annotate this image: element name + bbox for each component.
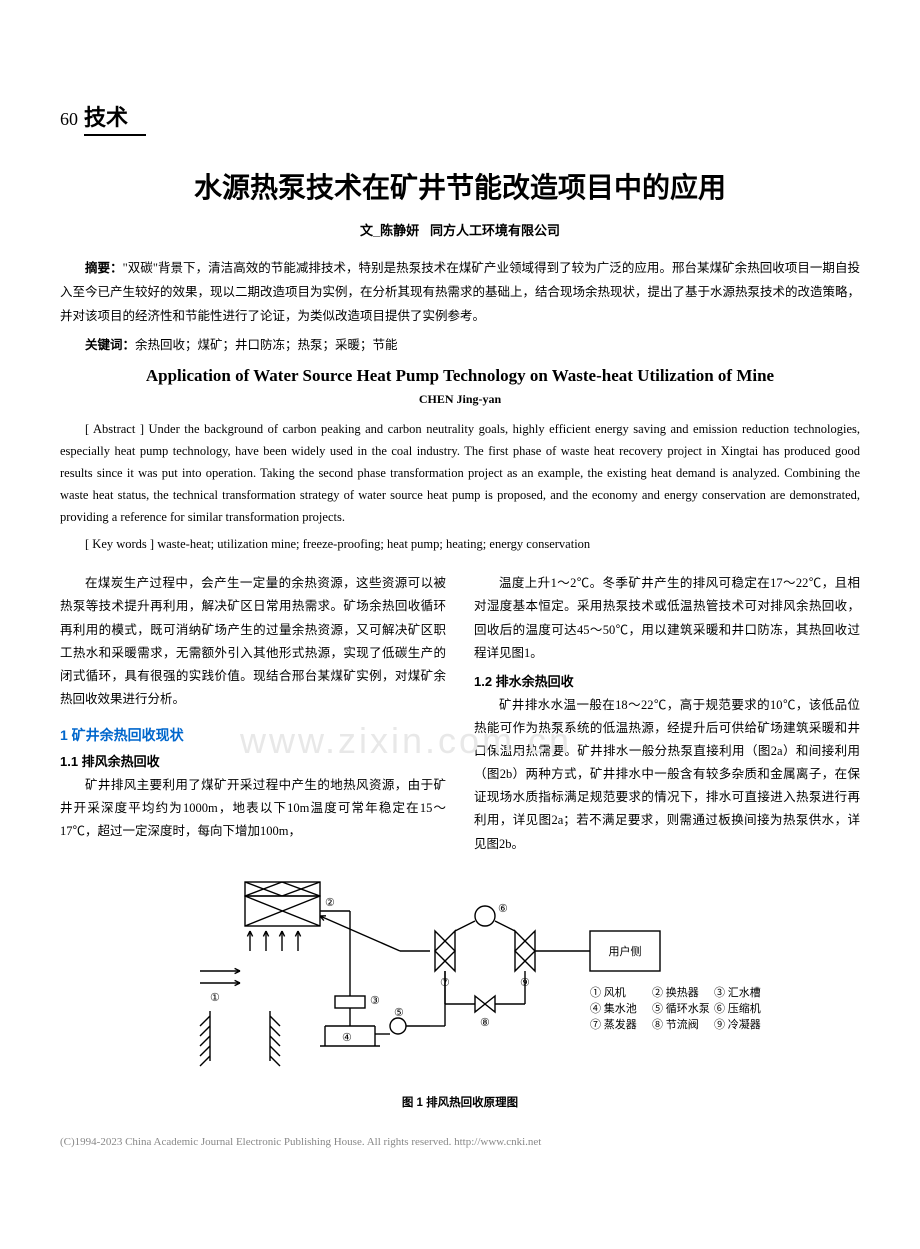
page-header: 60 技术 [60, 100, 860, 136]
svg-text:⑨ 冷凝器: ⑨ 冷凝器 [714, 1017, 761, 1031]
keywords-chinese: 关键词：余热回收；煤矿；井口防冻；热泵；采暖；节能 [60, 334, 860, 358]
keywords-english: [ Key words ] waste-heat; utilization mi… [60, 534, 860, 556]
figure-1-caption: 图 1 排风热回收原理图 [60, 1094, 860, 1110]
svg-text:⑥ 压缩机: ⑥ 压缩机 [714, 1001, 761, 1015]
keywords-text-cn: 余热回收；煤矿；井口防冻；热泵；采暖；节能 [135, 338, 398, 352]
abstract-label-cn: 摘要： [85, 261, 123, 275]
svg-text:① 风机: ① 风机 [590, 985, 626, 999]
section-label: 技术 [84, 100, 146, 136]
para-1-2: 矿井排水水温一般在18～22℃，高于规范要求的10℃，该低品位热能可作为热泵系统… [474, 694, 860, 856]
svg-text:④ 集水池: ④ 集水池 [590, 1001, 637, 1015]
svg-text:用户侧: 用户侧 [609, 944, 642, 958]
title-chinese: 水源热泵技术在矿井节能改造项目中的应用 [60, 166, 860, 206]
svg-text:⑧ 节流阀: ⑧ 节流阀 [652, 1017, 699, 1031]
svg-text:⑧: ⑧ [480, 1017, 490, 1029]
affiliation-chinese: 同方人工环境有限公司 [430, 223, 560, 238]
footer-copyright: (C)1994-2023 China Academic Journal Elec… [60, 1136, 860, 1148]
heading-1-2: 1.2 排水余热回收 [474, 671, 860, 690]
byline-prefix: 文_ [360, 223, 380, 238]
heading-1: 1 矿井余热回收现状 [60, 725, 446, 745]
svg-text:③ 汇水槽: ③ 汇水槽 [714, 986, 761, 999]
svg-text:⑦ 蒸发器: ⑦ 蒸发器 [590, 1017, 637, 1031]
figure-1: ①②③④⑤⑦⑨⑥⑧用户侧① 风机② 换热器③ 汇水槽④ 集水池⑤ 循环水泵⑥ 压… [60, 876, 860, 1110]
figure-1-diagram: ①②③④⑤⑦⑨⑥⑧用户侧① 风机② 换热器③ 汇水槽④ 集水池⑤ 循环水泵⑥ 压… [150, 876, 770, 1086]
page-number: 60 [60, 109, 78, 130]
author-english: CHEN Jing-yan [60, 392, 860, 407]
intro-paragraph: 在煤炭生产过程中，会产生一定量的余热资源，这些资源可以被热泵等技术提升再利用，解… [60, 572, 446, 711]
svg-text:⑤: ⑤ [394, 1007, 404, 1019]
svg-text:③: ③ [370, 995, 380, 1007]
keywords-label-en: [ Key words ] [85, 537, 157, 551]
byline: 文_陈静妍 同方人工环境有限公司 [60, 220, 860, 239]
abstract-english: [ Abstract ] Under the background of car… [60, 419, 860, 528]
title-english: Application of Water Source Heat Pump Te… [60, 366, 860, 386]
svg-text:②: ② [325, 897, 335, 909]
abstract-label-en: [ Abstract ] [85, 422, 149, 436]
abstract-text-cn: "双碳"背景下，清洁高效的节能减排技术，特别是热泵技术在煤矿产业领域得到了较为广… [60, 261, 860, 323]
svg-text:④: ④ [342, 1032, 352, 1044]
abstract-text-en: Under the background of carbon peaking a… [60, 422, 860, 524]
svg-text:①: ① [210, 992, 220, 1004]
abstract-chinese: 摘要："双碳"背景下，清洁高效的节能减排技术，特别是热泵技术在煤矿产业领域得到了… [60, 257, 860, 328]
svg-text:⑥: ⑥ [498, 903, 508, 915]
heading-1-1: 1.1 排风余热回收 [60, 751, 446, 770]
keywords-label-cn: 关键词： [85, 338, 135, 352]
svg-text:⑤ 循环水泵: ⑤ 循环水泵 [652, 1002, 710, 1015]
para-1-1a: 矿井排风主要利用了煤矿开采过程中产生的地热风资源，由于矿井开采深度平均约为100… [60, 774, 446, 843]
author-chinese: 陈静妍 [380, 223, 419, 238]
keywords-text-en: waste-heat; utilization mine; freeze-pro… [157, 537, 590, 551]
body-two-column: 在煤炭生产过程中，会产生一定量的余热资源，这些资源可以被热泵等技术提升再利用，解… [60, 572, 860, 855]
svg-text:② 换热器: ② 换热器 [652, 985, 699, 999]
para-1-1b: 温度上升1～2℃。冬季矿井产生的排风可稳定在17～22℃，且相对湿度基本恒定。采… [474, 572, 860, 665]
